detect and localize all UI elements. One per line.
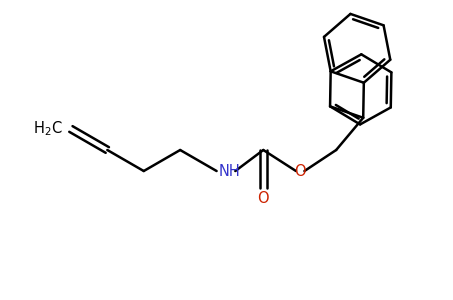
Text: O: O [294,164,306,178]
Text: O: O [257,191,269,206]
Text: H$_2$C: H$_2$C [34,120,63,138]
Text: NH: NH [219,164,241,178]
